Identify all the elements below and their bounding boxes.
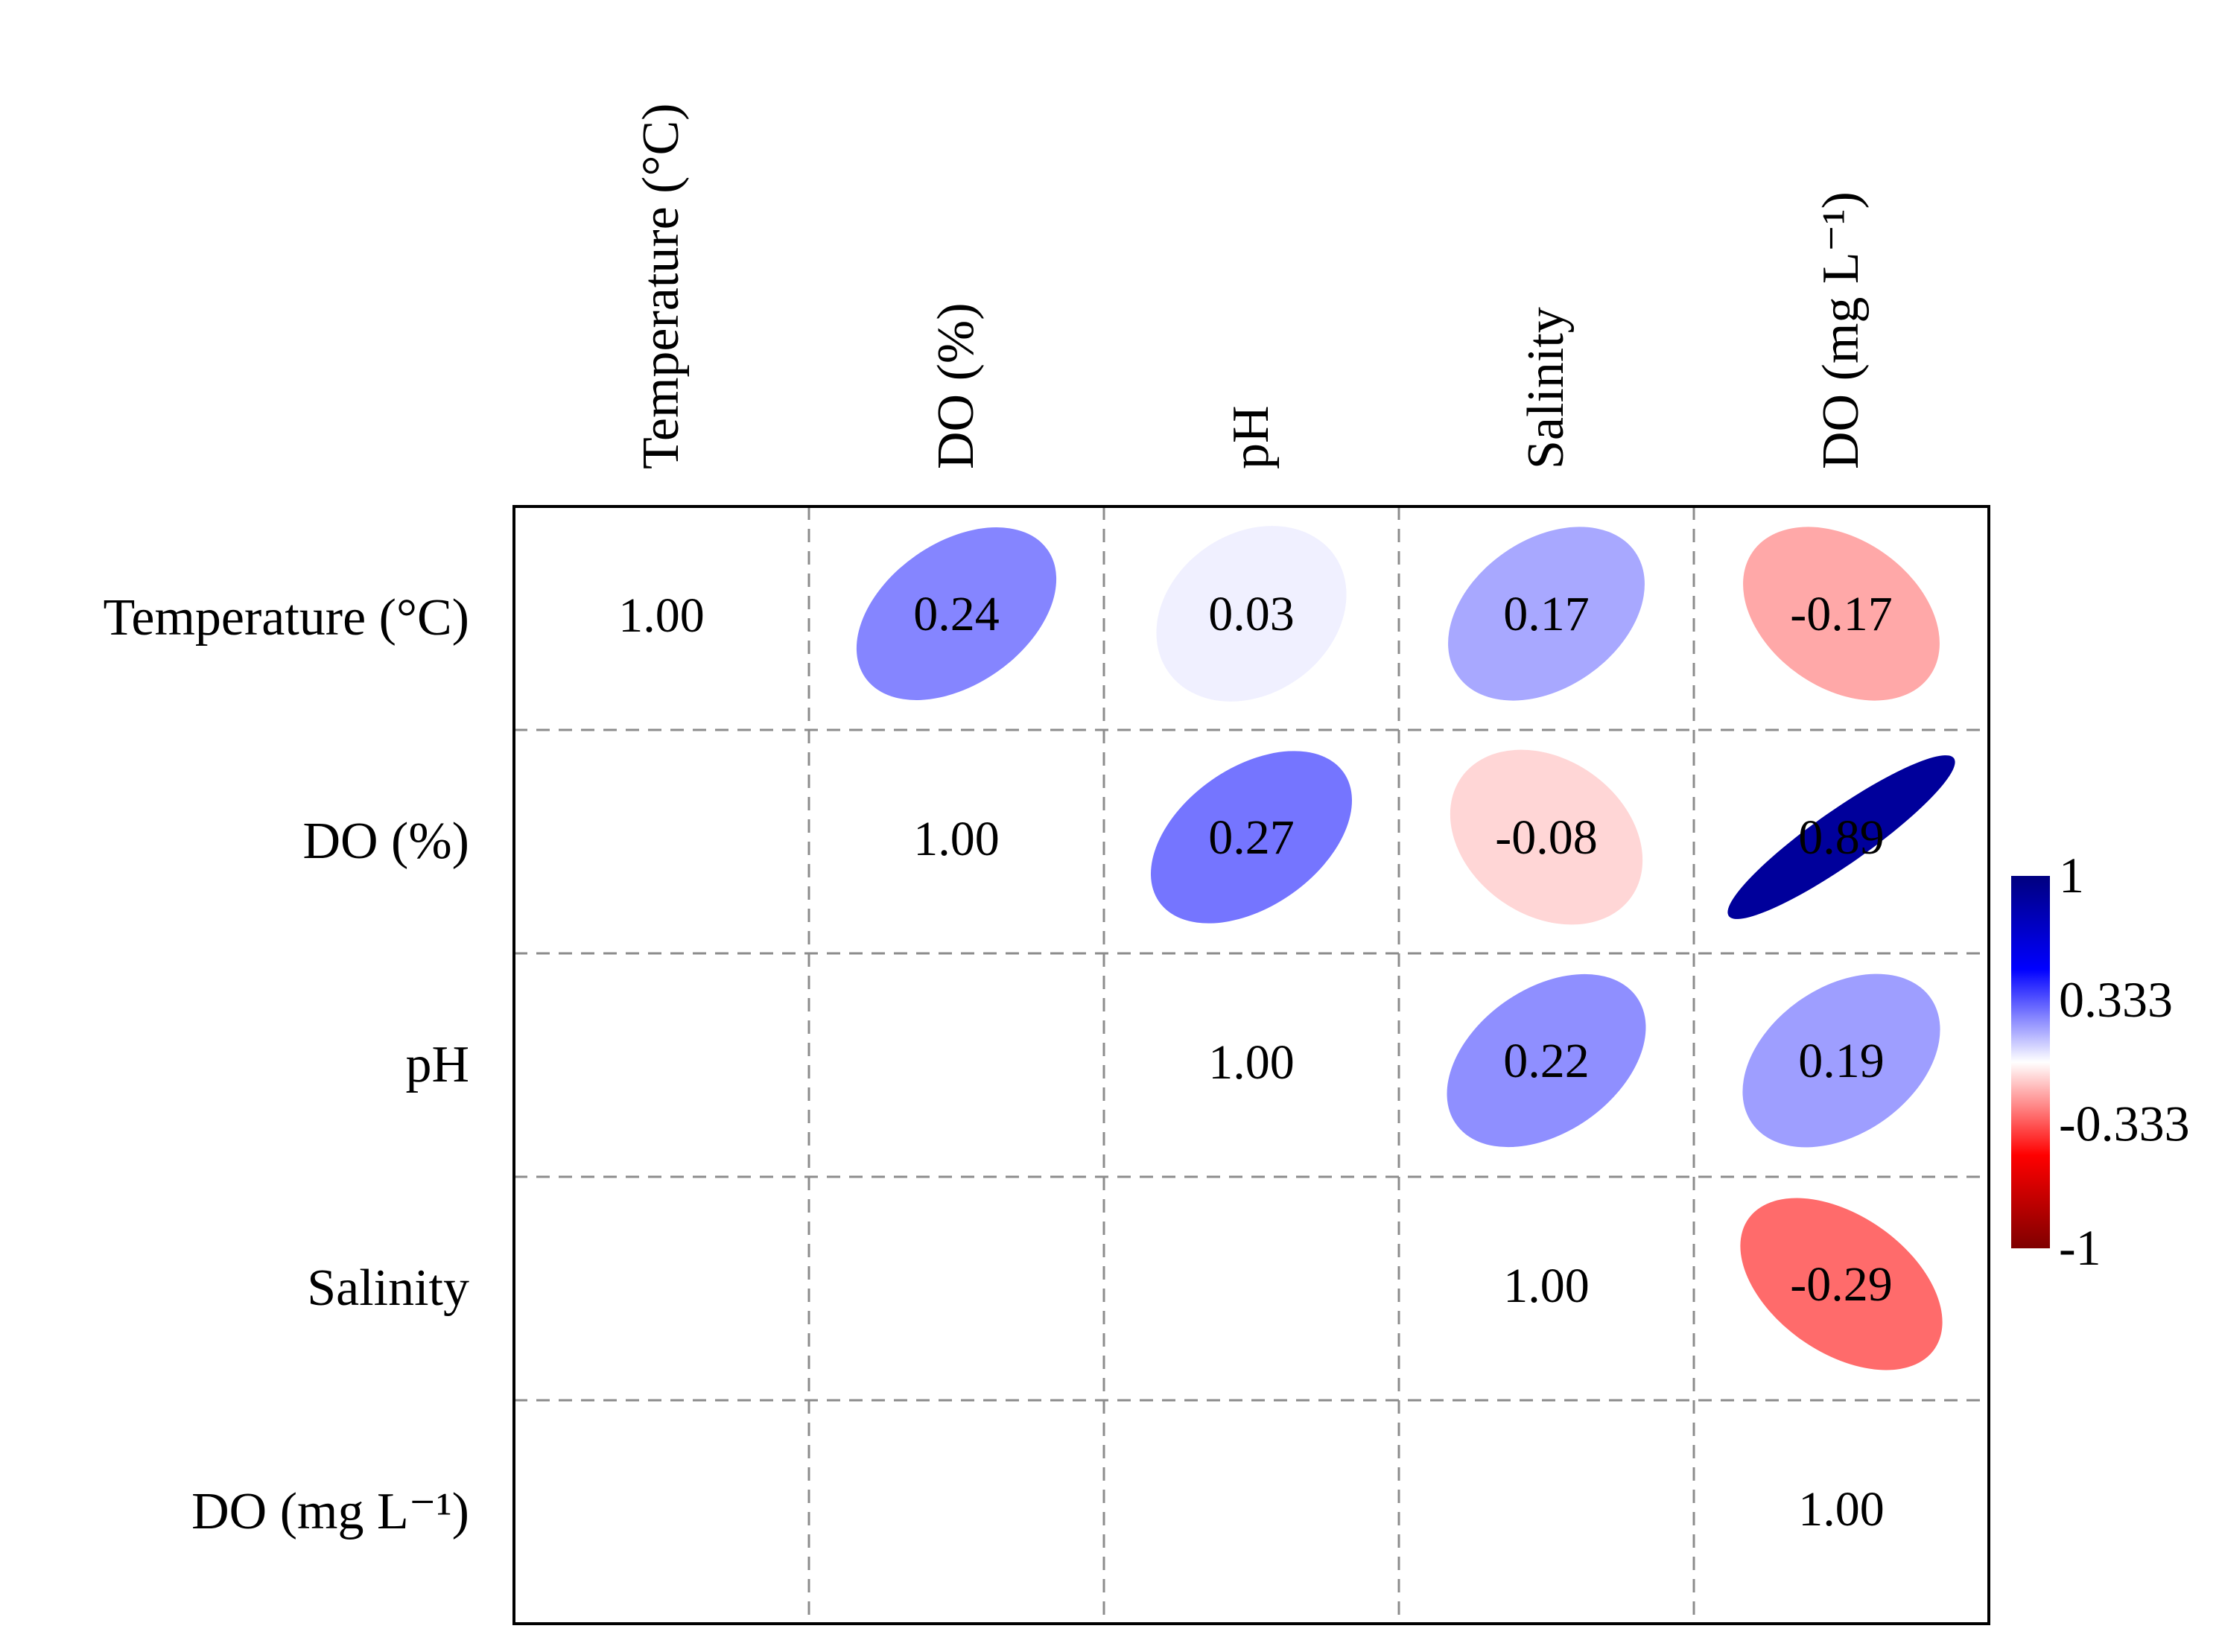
plot-frame bbox=[512, 505, 1990, 1625]
correlation-ellipse-0-1 bbox=[856, 527, 1057, 700]
colorbar-tick-label-2: -0.333 bbox=[2059, 1095, 2190, 1151]
cell-label-2-3: 0.22 bbox=[1503, 1034, 1590, 1088]
cell-label-0-0: 1.00 bbox=[618, 588, 705, 643]
correlation-ellipse-1-3 bbox=[1450, 749, 1643, 925]
cell-label-0-2: 0.03 bbox=[1208, 587, 1295, 641]
cell-label-3-4: -0.29 bbox=[1790, 1257, 1892, 1312]
column-label-4: DO (mg L⁻¹) bbox=[1812, 191, 1870, 469]
colorbar-gradient bbox=[2011, 876, 2050, 1248]
colorbar-tick-label-0: 1 bbox=[2059, 847, 2084, 903]
column-label-3: Salinity bbox=[1517, 307, 1575, 469]
correlation-ellipse-0-2 bbox=[1156, 526, 1347, 702]
correlation-ellipse-3-4 bbox=[1740, 1198, 1943, 1370]
row-label-4: DO (mg L⁻¹) bbox=[191, 1483, 469, 1540]
column-label-0: Temperature (°C) bbox=[632, 104, 690, 469]
colorbar-tick-label-3: -1 bbox=[2059, 1219, 2101, 1276]
cell-label-4-4: 1.00 bbox=[1798, 1482, 1885, 1537]
cell-label-2-4: 0.19 bbox=[1798, 1034, 1885, 1088]
correlation-ellipse-0-3 bbox=[1448, 527, 1645, 701]
correlation-ellipse-0-4 bbox=[1743, 527, 1940, 701]
colorbar: 1 0.333 -0.333 -1 bbox=[2011, 847, 2190, 1276]
cell-label-0-4: -0.17 bbox=[1790, 587, 1892, 641]
cell-label-1-2: 0.27 bbox=[1208, 810, 1295, 865]
correlation-marks bbox=[856, 526, 1955, 1370]
row-label-3: Salinity bbox=[307, 1259, 469, 1317]
cell-label-1-3: -0.08 bbox=[1495, 810, 1597, 865]
cell-label-3-3: 1.00 bbox=[1503, 1259, 1590, 1313]
cell-label-2-2: 1.00 bbox=[1208, 1035, 1295, 1090]
column-label-1: DO (%) bbox=[927, 302, 985, 469]
cell-labels: 1.00 0.24 0.03 0.17 -0.17 1.00 0.27 -0.08 0.89 1.… bbox=[618, 587, 1892, 1537]
correlation-ellipse-1-4 bbox=[1727, 755, 1955, 919]
cell-label-0-1: 0.24 bbox=[913, 587, 1000, 641]
correlation-ellipse-1-2 bbox=[1151, 751, 1352, 924]
grid-lines bbox=[512, 505, 1990, 1625]
correlation-ellipse-2-4 bbox=[1742, 973, 1940, 1148]
axis-labels: Temperature (°C) DO (%) pH Salinity DO (mg L… bbox=[104, 104, 1870, 1540]
row-label-2: pH bbox=[405, 1036, 469, 1093]
correlation-ellipse-2-3 bbox=[1447, 973, 1646, 1148]
cell-label-0-3: 0.17 bbox=[1503, 587, 1590, 641]
colorbar-tick-label-1: 0.333 bbox=[2059, 971, 2173, 1028]
row-label-0: Temperature (°C) bbox=[104, 589, 469, 646]
cell-label-1-4: 0.89 bbox=[1798, 810, 1885, 865]
row-label-1: DO (%) bbox=[302, 813, 469, 870]
cell-label-1-1: 1.00 bbox=[913, 812, 1000, 866]
column-label-2: pH bbox=[1222, 405, 1280, 469]
